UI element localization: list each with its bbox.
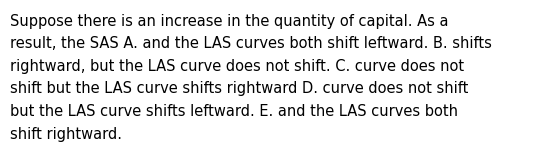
Text: Suppose there is an increase in the quantity of capital. As a: Suppose there is an increase in the quan…: [10, 14, 449, 29]
Text: shift rightward.: shift rightward.: [10, 126, 122, 141]
Text: result, the SAS A. and the LAS curves both shift leftward. B. shifts: result, the SAS A. and the LAS curves bo…: [10, 37, 492, 51]
Text: but the LAS curve shifts leftward. E. and the LAS curves both: but the LAS curve shifts leftward. E. an…: [10, 104, 458, 119]
Text: rightward, but the LAS curve does not shift. C. curve does not: rightward, but the LAS curve does not sh…: [10, 59, 464, 74]
Text: shift but the LAS curve shifts rightward D. curve does not shift: shift but the LAS curve shifts rightward…: [10, 81, 468, 97]
